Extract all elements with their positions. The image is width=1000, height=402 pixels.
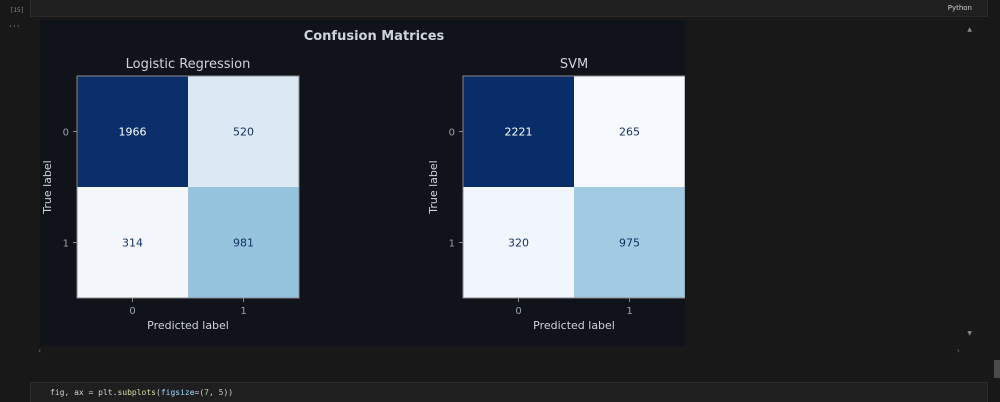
scroll-left-icon[interactable]: ‹ [38,346,42,355]
logreg-ytick-label-0: 0 [63,128,69,139]
scroll-right-icon[interactable]: › [956,346,960,355]
svm-value-0-1: 265 [619,126,640,139]
logreg-ylabel: True label [41,160,54,214]
svm-xtick-label-0: 0 [515,306,521,317]
logreg-value-1-1: 981 [233,237,254,250]
svm-value-1-1: 975 [619,237,640,250]
confusion-matrix-figure: Confusion Matrices Logistic Regression19… [41,29,685,332]
logreg-value-1-0: 314 [122,237,143,250]
logreg-xlabel: Predicted label [147,319,229,332]
svm-cell-1-0 [463,187,574,298]
code-lhs: fig, ax = [50,388,99,397]
code-eq: =( [194,388,205,397]
scroll-down-icon[interactable]: ▼ [967,330,972,337]
code-number: 7 [204,388,209,397]
logreg-cell-1-0 [77,187,188,298]
svm-cell-0-1 [574,76,685,187]
matplotlib-figure: Confusion Matrices Logistic Regression 19… [40,20,685,346]
ellipsis-icon[interactable]: ··· [9,22,21,32]
logreg-value-0-0: 1966 [119,126,147,139]
figure-suptitle: Confusion Matrices [304,29,445,44]
svm-value-0-0: 2221 [505,126,533,139]
svm-ytick-label-1: 1 [449,239,455,250]
svm-xlabel: Predicted label [533,319,615,332]
svm-xtick-label-1: 1 [626,306,632,317]
code-comma: , [209,388,219,397]
logreg-xtick-label-0: 0 [129,306,135,317]
svm-frame [462,75,685,299]
logreg-cell-0-0 [77,76,188,187]
logreg-xtick-label-1: 1 [240,306,246,317]
scrollbar-thumb[interactable] [994,360,1000,378]
code-number: 5 [218,388,224,397]
code-cell-top[interactable]: Python [30,0,988,17]
logreg-cell-0-1 [188,76,299,187]
logreg-value-0-1: 520 [233,126,254,139]
svm-title: SVM [560,57,588,72]
cell-output: Confusion Matrices Logistic Regression 19… [30,20,988,360]
code-close: )) [223,388,234,397]
svm-ytick-label-0: 0 [449,128,455,139]
logreg-title: Logistic Regression [126,57,251,72]
code-function: subplots [117,388,156,397]
code-module: plt [98,388,113,397]
svm-ylabel: True label [427,160,440,214]
svm-cell-1-1 [574,187,685,298]
code-dot: . [112,388,118,397]
code-param: figsize [160,388,195,397]
scroll-up-icon[interactable]: ▲ [967,26,972,33]
code-open: ( [155,388,161,397]
execution-count: [15] [9,7,25,14]
language-badge[interactable]: Python [944,2,975,14]
logreg-cell-1-1 [188,187,299,298]
logreg-frame [76,75,300,299]
code-cell-editor[interactable]: fig, ax = plt.subplots(figsize=(7, 5)) [30,382,988,402]
logreg-ytick-label-1: 1 [63,239,69,250]
svm-value-1-0: 320 [508,237,529,250]
code-line[interactable]: fig, ax = plt.subplots(figsize=(7, 5)) [50,388,233,398]
svm-cell-0-0 [463,76,574,187]
